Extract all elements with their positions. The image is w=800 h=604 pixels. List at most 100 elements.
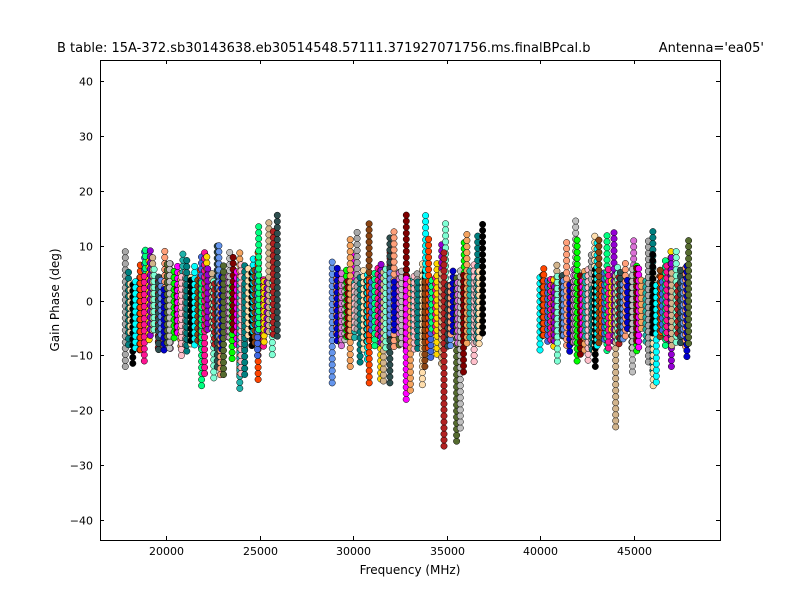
data-point [440,352,448,359]
data-point [328,349,336,357]
chart-title: B table: 15A-372.sb30143638.eb30514548.5… [57,41,590,56]
data-point [460,356,467,364]
data-point [191,268,199,276]
data-point [463,261,471,269]
data-point [346,272,354,280]
data-point [402,229,410,237]
data-point [440,249,448,257]
data-point [365,232,373,240]
data-point [563,275,571,283]
data-point [456,400,464,408]
data-point [479,299,487,307]
data-point [379,353,387,361]
data-point [201,339,209,347]
data-point [254,345,261,353]
data-point [255,229,263,237]
y-tick-label: −10 [70,350,93,363]
data-point [353,241,361,248]
data-point [268,339,276,347]
data-point [685,261,693,269]
data-point [273,272,281,280]
x-tick-label: 25000 [243,545,278,558]
data-point [463,249,471,257]
data-point [540,265,548,273]
data-point [667,363,675,370]
data-point [125,268,132,276]
data-point [201,345,209,353]
data-point [649,257,657,264]
data-point [390,228,398,236]
data-point [672,248,680,256]
data-point [652,360,660,368]
data-point [161,247,169,255]
data-point [353,253,361,260]
data-point [121,254,129,262]
data-point [421,363,429,370]
data-point [456,376,464,384]
data-point [442,220,450,228]
data-point [353,259,361,267]
data-point [203,253,211,261]
data-point [610,247,618,255]
data-point [241,352,249,360]
data-point [447,342,454,350]
data-point [652,366,660,374]
data-point [685,333,693,341]
data-point [479,239,487,246]
data-point [685,285,693,293]
data-point [595,260,603,268]
data-point [241,365,249,372]
data-point [612,363,620,370]
y-tick-label: 10 [79,241,93,254]
data-point [365,220,373,228]
data-point [198,382,206,390]
data-point [630,237,638,245]
data-point [553,345,561,353]
data-point [379,377,387,385]
data-point [479,281,487,289]
data-point [553,357,561,365]
data-point [563,263,571,271]
data-point [365,250,373,258]
data-point [440,388,448,396]
data-point [449,267,457,275]
data-point [356,352,364,360]
data-point [612,356,620,364]
data-point [346,242,354,250]
data-point [440,364,448,372]
data-point [229,259,237,267]
data-point [621,266,629,274]
data-point [479,317,487,325]
data-point [667,356,675,364]
data-point [402,259,410,267]
data-point [273,332,281,340]
data-point [265,219,273,227]
data-point [255,247,263,255]
data-point [365,367,373,375]
data-point [273,326,281,334]
data-point [268,345,276,353]
data-point [353,265,361,273]
data-point [161,254,169,261]
data-point [440,436,448,444]
data-point [479,323,487,331]
data-point [273,284,281,292]
data-point [649,240,657,248]
data-point [630,255,638,263]
data-point [422,212,430,220]
data-point [255,241,263,249]
data-point [365,256,373,264]
data-point [346,363,354,370]
data-point [365,379,373,387]
data-point [273,314,281,322]
data-point [573,248,581,256]
data-point [121,260,129,268]
data-point [649,275,657,283]
data-point [418,369,426,377]
data-point [456,394,464,402]
data-point [353,234,361,242]
data-point [201,333,209,341]
data-point [386,349,394,357]
data-point [121,356,129,364]
data-point [177,352,185,359]
